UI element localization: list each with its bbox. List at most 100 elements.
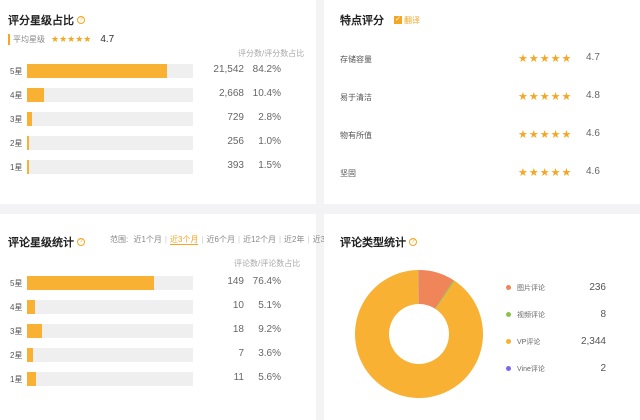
checkbox-icon[interactable]: ✓ <box>394 16 402 24</box>
bar-fill <box>27 348 33 362</box>
review-types-panel: 评论类型统计 ? 图片评论 236 视频评论 8 VP评论 2,344 Vine评论 2 <box>324 214 640 420</box>
bar-track <box>27 348 193 362</box>
rating-percent: 10.4% <box>252 88 281 99</box>
rating-percent: 3.6% <box>258 348 281 359</box>
review-stats-panel: 评论星级统计 ? 范围: 近1个月 | 近3个月 | 近6个月 | 近12个月 | 近2年 | 近3… <box>0 214 357 420</box>
rating-count: 149 <box>227 276 244 287</box>
range-option[interactable]: 近6个月 <box>206 235 235 244</box>
legend-item: Vine评论 2 <box>504 363 634 375</box>
bar-fill <box>27 276 154 290</box>
legend-value: 236 <box>589 282 606 293</box>
rating-count: 256 <box>227 136 244 147</box>
legend-dot-icon <box>506 312 511 317</box>
legend-value: 2 <box>600 363 606 374</box>
star-level-label: 5星 <box>10 67 23 76</box>
range-option[interactable]: 近2年 <box>284 235 305 244</box>
rating-percent: 5.1% <box>258 300 281 311</box>
bar-track <box>27 372 193 386</box>
bar-track <box>27 300 193 314</box>
rating-percent: 5.6% <box>258 372 281 383</box>
bar-fill <box>27 112 32 126</box>
rating-row: 1星 393 1.5% <box>0 160 316 174</box>
rating-row: 4星 2,668 10.4% <box>0 88 316 102</box>
bar-fill <box>27 64 167 78</box>
rating-row: 3星 729 2.8% <box>0 112 316 126</box>
donut-slice-1[interactable] <box>435 280 455 310</box>
feature-row: 易于清洁 ★★★★★ 4.8 <box>324 90 640 104</box>
bar-fill <box>27 136 29 150</box>
range-separator: | <box>278 235 282 244</box>
bar-track <box>27 136 193 150</box>
star-icon: ★★★★★ <box>518 129 573 141</box>
rating-share-panel: 评分星级占比 ? 平均星级 ★★★★★ 4.7 评分数/评分数占比 5星 21,5… <box>0 0 316 204</box>
rating-count: 11 <box>233 372 244 383</box>
rating-share-title: 评分星级占比 ? <box>8 12 85 28</box>
star-level-label: 2星 <box>10 351 23 360</box>
rating-row: 2星 256 1.0% <box>0 136 316 150</box>
bar-fill <box>27 88 45 102</box>
help-icon[interactable]: ? <box>409 238 417 246</box>
legend-label: Vine评论 <box>517 366 545 373</box>
translate-toggle-label[interactable]: 翻译 <box>404 15 420 25</box>
range-option[interactable]: 近1个月 <box>133 235 162 244</box>
feature-row: 物有所值 ★★★★★ 4.6 <box>324 128 640 142</box>
range-separator: | <box>164 235 167 244</box>
bar-track <box>27 88 193 102</box>
bar-track <box>27 112 193 126</box>
star-level-label: 2星 <box>10 139 23 148</box>
range-separator: | <box>201 235 204 244</box>
average-rating: 平均星级 ★★★★★ 4.7 <box>8 34 114 45</box>
feature-ratings-title-text: 特点评分 <box>340 15 384 27</box>
star-level-label: 3星 <box>10 327 23 336</box>
review-types-title: 评论类型统计 ? <box>340 234 417 250</box>
range-selector: 范围: 近1个月|近3个月|近6个月|近12个月|近2年|近3年|全部 <box>110 234 360 245</box>
bar-track <box>27 276 193 290</box>
range-option[interactable]: 近3个月 <box>170 235 199 245</box>
rating-count: 393 <box>227 160 244 171</box>
bar-track <box>27 64 193 78</box>
rating-percent: 84.2% <box>252 64 281 75</box>
bar-fill <box>27 372 37 386</box>
star-icon: ★★★★★ <box>518 53 573 65</box>
legend-dot-icon <box>506 339 511 344</box>
feature-name: 存储容量 <box>340 55 372 64</box>
review-types-title-text: 评论类型统计 <box>340 237 406 249</box>
average-rating-label: 平均星级 <box>8 34 45 45</box>
feature-row: 坚固 ★★★★★ 4.6 <box>324 166 640 180</box>
review-types-donut-chart <box>355 270 483 398</box>
rating-row: 1星 11 5.6% <box>0 372 316 386</box>
feature-row: 存储容量 ★★★★★ 4.7 <box>324 52 640 66</box>
legend-label: 视频评论 <box>517 312 545 319</box>
legend-dot-icon <box>506 366 511 371</box>
donut-slice-2[interactable] <box>355 270 483 398</box>
help-icon[interactable]: ? <box>77 238 85 246</box>
rating-count: 729 <box>227 112 244 123</box>
range-option[interactable]: 近12个月 <box>243 235 276 244</box>
legend-item: VP评论 2,344 <box>504 336 634 348</box>
rating-percent: 76.4% <box>252 276 281 287</box>
range-option[interactable]: 近3年 <box>312 235 334 244</box>
range-label: 范围: <box>110 235 129 244</box>
help-icon[interactable]: ? <box>77 16 85 24</box>
star-level-label: 1星 <box>10 375 23 384</box>
legend-value: 2,344 <box>580 336 606 347</box>
feature-ratings-panel: 特点评分 ✓ 翻译 存储容量 ★★★★★ 4.7 易于清洁 ★★★★★ 4.8 物有所值 ★★… <box>324 0 640 204</box>
star-icon: ★★★★★ <box>518 167 573 179</box>
rating-percent: 2.8% <box>258 112 281 123</box>
donut-slice-0[interactable] <box>419 270 454 309</box>
review-stats-title: 评论星级统计 ? <box>8 234 85 250</box>
feature-name: 易于清洁 <box>340 93 372 102</box>
star-level-label: 4星 <box>10 303 23 312</box>
feature-score: 4.8 <box>586 90 600 101</box>
legend-item: 图片评论 236 <box>504 282 634 294</box>
range-separator: | <box>237 235 241 244</box>
rating-column-header: 评分数/评分数占比 <box>238 49 305 58</box>
rating-count: 2,668 <box>218 88 244 99</box>
review-stats-title-text: 评论星级统计 <box>8 237 74 249</box>
rating-count: 18 <box>232 324 244 335</box>
bar-track <box>27 324 193 338</box>
rating-row: 4星 10 5.1% <box>0 300 316 314</box>
bar-fill <box>27 324 43 338</box>
star-icon: ★★★★★ <box>518 91 573 103</box>
rating-count: 21,542 <box>213 64 244 75</box>
